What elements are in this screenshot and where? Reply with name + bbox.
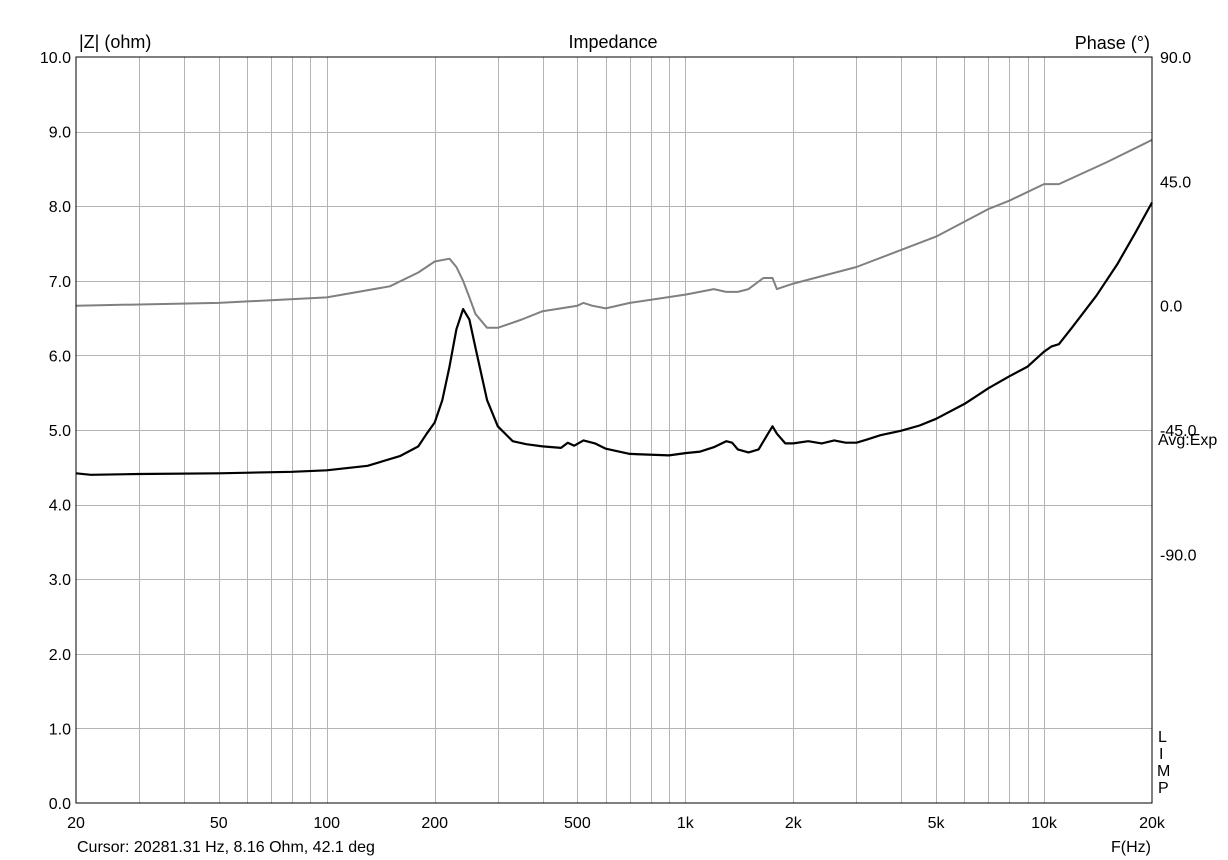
y-left-tick-label: 8.0 [49,199,71,216]
y-left-tick-label: 7.0 [49,274,71,291]
x-tick-label: 50 [210,815,228,832]
limp-letter-m: M [1157,763,1170,780]
x-tick-label: 100 [313,815,340,832]
limp-letter-p: P [1158,780,1169,797]
y-axis-left-label: |Z| (ohm) [79,32,151,52]
x-tick-label: 20k [1139,815,1166,832]
impedance-series-line [75,201,1153,476]
y-left-tick-label: 4.0 [49,498,71,515]
x-tick-label: 5k [928,815,946,832]
x-tick-label: 2k [785,815,803,832]
x-tick-label: 10k [1031,815,1058,832]
y-left-tick-label: 1.0 [49,721,71,738]
phase-series-line [75,139,1153,329]
y-right-tick-label: -45.0 [1160,423,1197,440]
y-left-tick-label: 5.0 [49,423,71,440]
x-tick-label: 200 [421,815,448,832]
y-left-tick-label: 9.0 [49,125,71,142]
labels-layer: 20 50 100 200 500 1k 2k 5k 10k 20k 0.0 1.0 2.0 3.0 4.0… [40,50,1197,832]
y-right-tick-label: 0.0 [1160,299,1182,316]
x-tick-label: 1k [677,815,695,832]
x-tick-label: 500 [564,815,591,832]
chart-title: Impedance [568,32,657,52]
y-left-tick-label: 0.0 [49,796,71,813]
y-right-tick-label: 90.0 [1160,50,1191,67]
limp-letter-l: L [1158,729,1167,746]
y-right-tick-label: 45.0 [1160,174,1191,191]
y-left-tick-label: 3.0 [49,572,71,589]
y-left-tick-label: 6.0 [49,348,71,365]
x-axis-label: F(Hz) [1111,839,1151,856]
y-left-tick-label: 2.0 [49,647,71,664]
series-layer [75,139,1153,476]
y-right-tick-label: -90.0 [1160,547,1197,564]
x-tick-label: 20 [67,815,85,832]
limp-letter-i: I [1159,746,1163,763]
y-left-tick-label: 10.0 [40,50,71,67]
avg-mode-label: Avg:Exp [1158,432,1217,449]
major-grid [76,132,1152,729]
y-axis-right-label: Phase (°) [1075,33,1150,53]
cursor-readout: Cursor: 20281.31 Hz, 8.16 Ohm, 42.1 deg [77,839,375,856]
plot-frame [75,56,1153,804]
